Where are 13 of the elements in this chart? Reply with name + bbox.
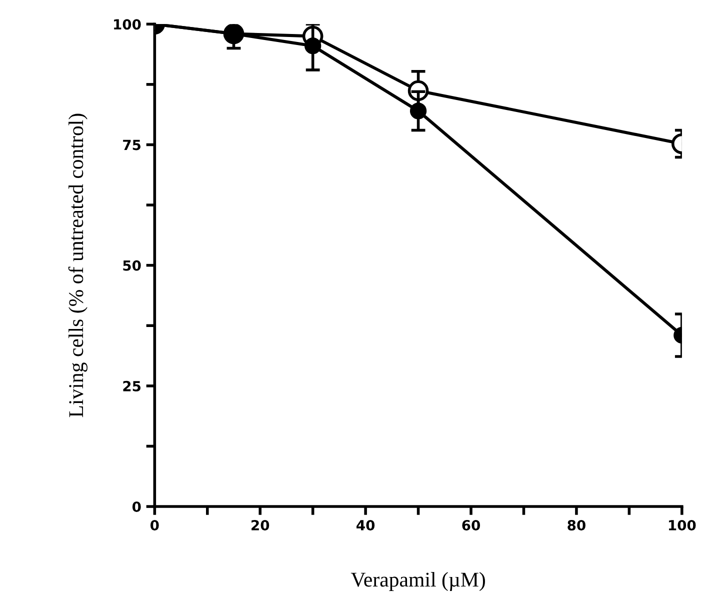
y-tick-label: 100 — [114, 19, 141, 30]
x-tick-label: 100 — [668, 520, 696, 530]
x-tick-label: 60 — [462, 520, 480, 530]
y-tick-label: 50 — [123, 260, 141, 271]
y-tick-label: 25 — [123, 380, 140, 392]
x-axis-title: Verapamil (µM) — [350, 572, 485, 591]
y-tick-label: 0 — [132, 501, 141, 512]
x-tick-label: 40 — [356, 520, 375, 530]
y-axis-title: Living cells (% of untreated control) — [68, 114, 88, 418]
y-tick-label: 75 — [123, 140, 140, 150]
x-tick-label: 80 — [568, 520, 586, 530]
x-tick-label: 0 — [150, 520, 159, 530]
x-tick-label: 20 — [252, 520, 270, 530]
